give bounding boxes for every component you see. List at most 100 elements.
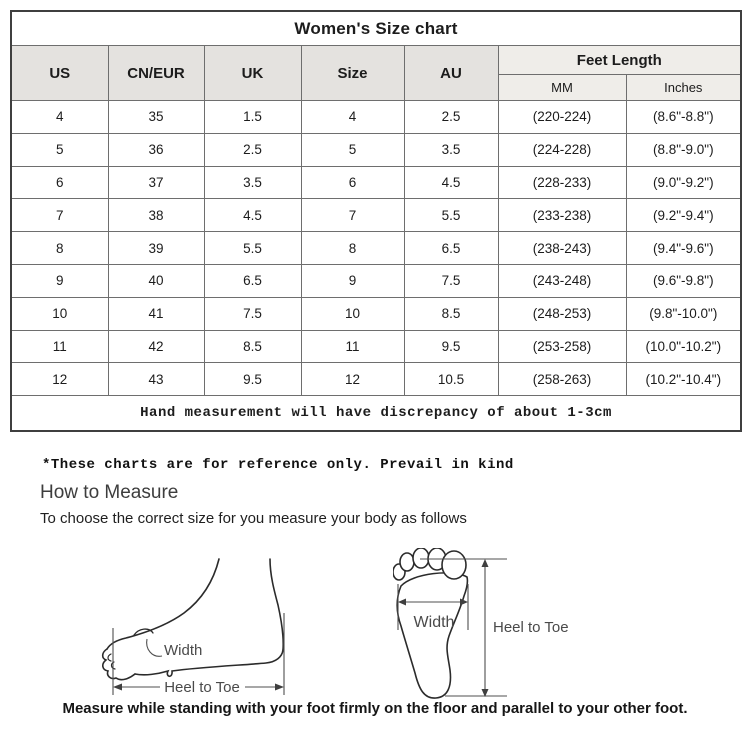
size-cell: 5 [10, 132, 109, 167]
size-cell: 6.5 [203, 263, 302, 298]
size-cell: 5 [300, 132, 405, 167]
big-toe [441, 550, 467, 580]
toe-curl-detail-1 [107, 653, 112, 662]
size-cell: (248-253) [497, 296, 627, 331]
size-cell: 4.5 [203, 198, 302, 233]
size-cell: 11 [10, 329, 109, 364]
size-cell: 10.5 [403, 362, 499, 397]
size-cell: 35 [107, 100, 205, 134]
size-cell: 7 [300, 198, 405, 233]
size-cell: 10 [300, 296, 405, 331]
size-cell: 2.5 [403, 100, 499, 134]
size-cell: (258-263) [497, 362, 627, 397]
table-footnote-row: Hand measurement will have discrepancy o… [10, 395, 742, 432]
size-cell: 11 [300, 329, 405, 364]
size-cell: 3.5 [203, 165, 302, 200]
size-cell: 42 [107, 329, 205, 364]
table-subhead-row: MM Inches [11, 74, 742, 101]
table-row: 12 43 9.5 12 10.5 (258-263) (10.2"-10.4") [10, 362, 742, 397]
col-header-size: Size [300, 45, 405, 101]
table-title-row: Women's Size chart [10, 10, 742, 46]
table-header: Women's Size chart US CN/EUR UK Size AU … [10, 10, 742, 101]
foot-side-sole [134, 649, 284, 678]
size-cell: 39 [107, 231, 205, 265]
size-cell: (243-248) [497, 263, 627, 298]
bottom-caption: Measure while standing with your foot fi… [62, 700, 688, 717]
size-chart-table: Women's Size chart US CN/EUR UK Size AU … [10, 10, 743, 433]
size-cell: 10 [10, 296, 109, 331]
size-cell: (220-224) [497, 100, 627, 134]
size-cell: 2.5 [203, 132, 302, 167]
table-head-row: US CN/EUR UK Size AU Feet Length [10, 45, 742, 101]
size-cell: 12 [10, 362, 109, 397]
table-row: 7 38 4.5 7 5.5 (233-238) (9.2"-9.4") [10, 198, 742, 233]
table-row: 10 41 7.5 10 8.5 (248-253) (9.8"-10.0") [10, 296, 742, 331]
size-cell: (10.2"-10.4") [625, 362, 742, 397]
table-row: 9 40 6.5 9 7.5 (243-248) (9.6"-9.8") [10, 263, 742, 298]
size-cell: 4.5 [403, 165, 499, 200]
table-row: 5 36 2.5 5 3.5 (224-228) (8.8"-9.0") [10, 132, 742, 167]
arrowhead-right-icon [275, 683, 284, 691]
size-cell: (9.8"-10.0") [625, 296, 742, 331]
table-row: 6 37 3.5 6 4.5 (228-233) (9.0"-9.2") [10, 165, 742, 200]
table-row: 8 39 5.5 8 6.5 (238-243) (9.4"-9.6") [10, 231, 742, 265]
arrowhead-left-icon [113, 683, 122, 691]
size-cell: 9.5 [203, 362, 302, 397]
size-cell: 1.5 [203, 100, 302, 134]
width-arrowhead-right-icon [460, 598, 468, 606]
side-width-label: Width [164, 642, 202, 659]
size-cell: (253-258) [497, 329, 627, 364]
size-cell: 6 [300, 165, 405, 200]
top-length-label: Heel to Toe [493, 619, 569, 636]
reference-note: *These charts are for reference only. Pr… [42, 457, 514, 473]
top-width-label: Width [414, 614, 455, 631]
how-to-measure-title: How to Measure [40, 482, 179, 503]
size-cell: 40 [107, 263, 205, 298]
size-cell: 5.5 [403, 198, 499, 233]
size-cell: (9.2"-9.4") [625, 198, 742, 233]
col-header-feet-length: Feet Length [497, 45, 742, 75]
foot-sole-outline [396, 572, 469, 699]
width-arrowhead-left-icon [398, 598, 406, 606]
vertical-arrowhead-top-icon [481, 559, 489, 567]
size-cell: 4 [10, 100, 109, 134]
size-cell: 7.5 [203, 296, 302, 331]
size-cell: 41 [107, 296, 205, 331]
instep-bump [133, 628, 154, 636]
col-header-mm: MM [497, 74, 627, 101]
foot-side-outline [106, 558, 220, 650]
width-pointer-line [146, 638, 163, 657]
size-cell: 37 [107, 165, 205, 200]
col-header-us: US [10, 45, 109, 101]
size-cell: 8 [10, 231, 109, 265]
size-cell: (233-238) [497, 198, 627, 233]
size-cell: 38 [107, 198, 205, 233]
size-cell: (8.6"-8.8") [625, 100, 742, 134]
size-cell: 8.5 [203, 329, 302, 364]
table-title: Women's Size chart [10, 10, 742, 46]
size-cell: 9 [10, 263, 109, 298]
size-cell: 8.5 [403, 296, 499, 331]
fourth-toe [399, 552, 415, 572]
foot-top-view-diagram: Width Heel to Toe [393, 548, 569, 699]
size-cell: 36 [107, 132, 205, 167]
size-cell: (9.4"-9.6") [625, 231, 742, 265]
side-length-label: Heel to Toe [164, 679, 240, 696]
foot-side-toes [101, 648, 136, 681]
col-header-uk: UK [203, 45, 302, 101]
col-header-au: AU [403, 45, 499, 101]
vertical-arrowhead-bottom-icon [481, 689, 489, 697]
foot-side-heel-back [269, 558, 285, 651]
size-cell: 3.5 [403, 132, 499, 167]
size-cell: (238-243) [497, 231, 627, 265]
size-cell: 8 [300, 231, 405, 265]
size-cell: 7.5 [403, 263, 499, 298]
col-header-cneur: CN/EUR [107, 45, 205, 101]
size-cell: 12 [300, 362, 405, 397]
size-cell: 43 [107, 362, 205, 397]
size-cell: (224-228) [497, 132, 627, 167]
size-cell: 6 [10, 165, 109, 200]
size-cell: 9 [300, 263, 405, 298]
size-cell: 5.5 [203, 231, 302, 265]
size-cell: (8.8"-9.0") [625, 132, 742, 167]
